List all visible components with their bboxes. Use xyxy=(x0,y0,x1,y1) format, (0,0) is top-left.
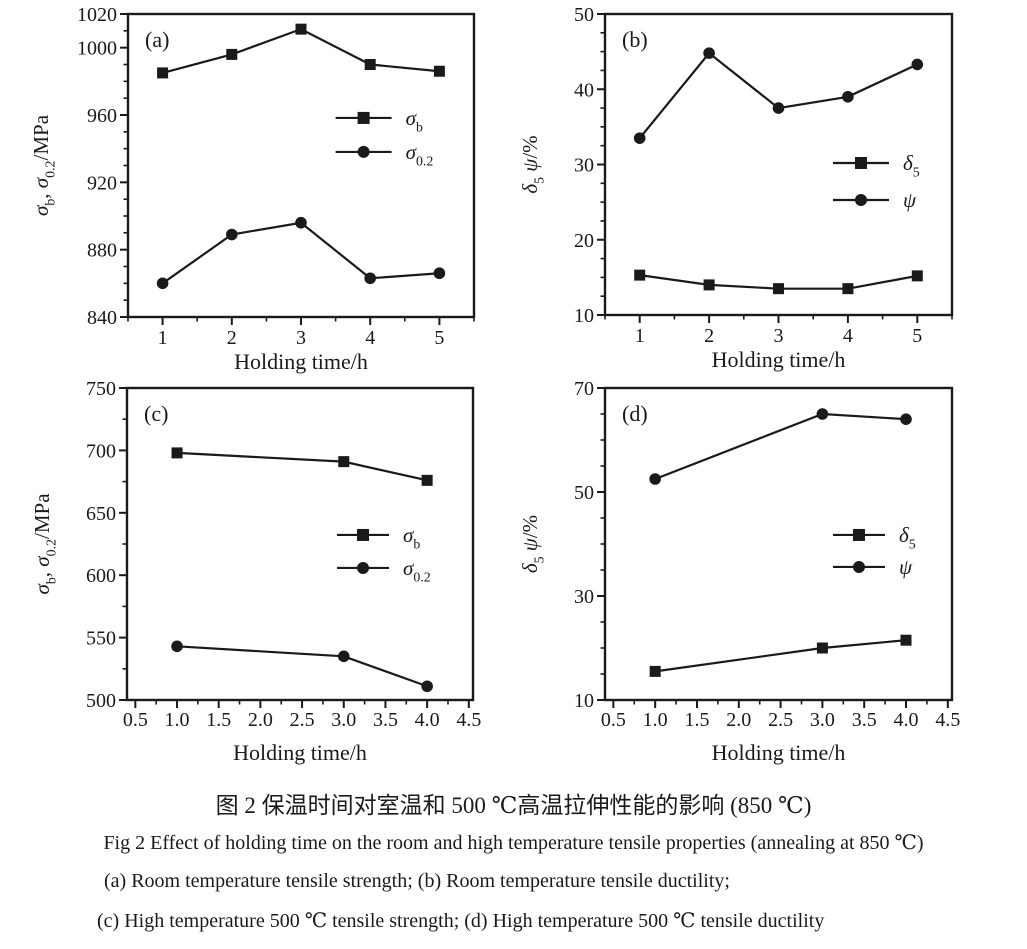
figure-subcaption-cd: (c) High temperature 500 ℃ tensile stren… xyxy=(97,910,825,932)
chart-panel-a: 840 880 920 960 1000 1020 1 2 3 4 5 (a) σb σ0.2 σb, σ0… xyxy=(29,4,476,374)
svg-text:2.0: 2.0 xyxy=(248,709,273,731)
svg-text:5: 5 xyxy=(912,325,922,347)
svg-text:30: 30 xyxy=(574,155,594,177)
svg-text:3.5: 3.5 xyxy=(373,709,398,731)
svg-text:750: 750 xyxy=(86,378,116,400)
svg-text:Holding time/h: Holding time/h xyxy=(712,347,846,372)
svg-text:ψ: ψ xyxy=(903,188,917,212)
svg-text:σb, σ0.2/MPa: σb, σ0.2/MPa xyxy=(30,493,60,595)
svg-text:1.5: 1.5 xyxy=(206,709,231,731)
svg-text:920: 920 xyxy=(87,172,117,194)
chart-panel-b: 10 20 30 40 50 1 2 3 4 5 (b) δ5 ψ δ5 ψ/% Holding time/… xyxy=(518,4,954,372)
svg-text:840: 840 xyxy=(87,307,117,329)
svg-text:2.5: 2.5 xyxy=(290,709,315,731)
chart-panel-d: 10 30 50 70 0.5 1.0 1.5 2.0 2.5 3.0 3.5 4.0 4.5 (d) δ5… xyxy=(518,378,960,765)
svg-text:10: 10 xyxy=(574,690,594,712)
svg-text:1020: 1020 xyxy=(77,4,117,26)
svg-text:4.0: 4.0 xyxy=(415,709,440,731)
svg-text:1000: 1000 xyxy=(77,38,117,60)
chart-panel-c: 500 550 600 650 700 750 0.5 1.0 1.5 2.0 2.5 3.0 3.5 4… xyxy=(30,378,481,765)
figure-title-zh: 图 2 保温时间对室温和 500 ℃高温拉伸性能的影响 (850 ℃) xyxy=(215,793,812,818)
svg-text:550: 550 xyxy=(86,628,116,650)
svg-text:4.5: 4.5 xyxy=(935,709,960,731)
svg-text:960: 960 xyxy=(87,105,117,127)
svg-text:50: 50 xyxy=(574,482,594,504)
svg-text:δ5 ψ/%: δ5 ψ/% xyxy=(518,135,548,193)
svg-text:4: 4 xyxy=(843,325,853,347)
svg-text:3.0: 3.0 xyxy=(331,709,356,731)
svg-text:ψ: ψ xyxy=(899,555,913,579)
svg-text:1.0: 1.0 xyxy=(643,709,668,731)
svg-text:Holding time/h: Holding time/h xyxy=(712,740,846,765)
svg-text:30: 30 xyxy=(574,586,594,608)
svg-text:1.5: 1.5 xyxy=(684,709,709,731)
svg-text:σb: σb xyxy=(403,523,420,553)
svg-text:4: 4 xyxy=(365,327,375,349)
svg-text:10: 10 xyxy=(574,305,594,327)
figure-caption-en: Fig 2 Effect of holding time on the room… xyxy=(103,832,924,854)
svg-text:δ5 ψ/%: δ5 ψ/% xyxy=(518,515,548,573)
svg-text:3: 3 xyxy=(774,325,784,347)
svg-text:Holding time/h: Holding time/h xyxy=(234,349,368,374)
svg-text:0.5: 0.5 xyxy=(123,709,148,731)
svg-text:(b): (b) xyxy=(622,27,648,52)
svg-text:50: 50 xyxy=(574,4,594,26)
svg-text:2: 2 xyxy=(227,327,237,349)
svg-text:2.5: 2.5 xyxy=(768,709,793,731)
svg-text:3.5: 3.5 xyxy=(852,709,877,731)
svg-text:σb, σ0.2/MPa: σb, σ0.2/MPa xyxy=(29,114,59,216)
svg-text:σ0.2: σ0.2 xyxy=(406,140,434,170)
svg-text:3.0: 3.0 xyxy=(810,709,835,731)
svg-text:70: 70 xyxy=(574,378,594,400)
svg-text:0.5: 0.5 xyxy=(601,709,626,731)
svg-text:(c): (c) xyxy=(144,401,168,426)
svg-text:650: 650 xyxy=(86,503,116,525)
svg-text:700: 700 xyxy=(86,440,116,462)
svg-text:3: 3 xyxy=(296,327,306,349)
svg-text:5: 5 xyxy=(434,327,444,349)
svg-text:Holding time/h: Holding time/h xyxy=(233,740,367,765)
svg-text:σ0.2: σ0.2 xyxy=(403,556,431,586)
svg-text:880: 880 xyxy=(87,240,117,262)
svg-text:20: 20 xyxy=(574,230,594,252)
figure-subcaption-ab: (a) Room temperature tensile strength; (… xyxy=(104,870,730,892)
svg-text:δ5: δ5 xyxy=(903,151,920,181)
svg-text:1: 1 xyxy=(158,327,168,349)
svg-text:2: 2 xyxy=(704,325,714,347)
svg-text:2.0: 2.0 xyxy=(726,709,751,731)
svg-text:40: 40 xyxy=(574,79,594,101)
svg-text:(a): (a) xyxy=(145,27,169,52)
svg-text:(d): (d) xyxy=(622,401,648,426)
svg-text:1.0: 1.0 xyxy=(165,709,190,731)
svg-text:1: 1 xyxy=(635,325,645,347)
svg-text:σb: σb xyxy=(406,106,423,136)
svg-text:4.0: 4.0 xyxy=(894,709,919,731)
svg-text:500: 500 xyxy=(86,690,116,712)
svg-text:δ5: δ5 xyxy=(899,523,916,553)
svg-text:4.5: 4.5 xyxy=(456,709,481,731)
svg-text:600: 600 xyxy=(86,565,116,587)
